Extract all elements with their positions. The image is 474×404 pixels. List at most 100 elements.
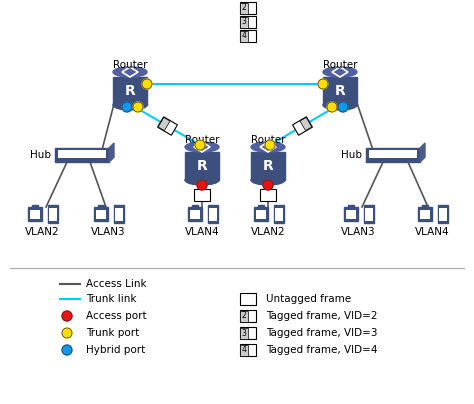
Bar (258, 205, 264, 207)
Circle shape (197, 180, 207, 190)
Polygon shape (55, 148, 109, 162)
Text: Tagged frame, VID=2: Tagged frame, VID=2 (266, 311, 377, 321)
Polygon shape (109, 143, 114, 162)
Bar (240, 344, 256, 356)
Bar (58, 150, 106, 158)
Bar (420, 210, 430, 219)
Circle shape (62, 345, 72, 355)
Bar (348, 205, 354, 207)
Text: Trunk port: Trunk port (86, 328, 139, 338)
Bar (113, 77, 147, 105)
Bar (98, 205, 104, 207)
Text: Router: Router (323, 60, 357, 70)
Text: R: R (197, 159, 207, 173)
Bar (240, 16, 256, 28)
Polygon shape (366, 148, 420, 162)
Bar (48, 205, 58, 223)
Bar (240, 17, 248, 27)
Text: VLAN2: VLAN2 (25, 227, 59, 237)
Bar (32, 205, 38, 207)
Bar (256, 210, 266, 219)
Bar (115, 208, 123, 221)
Text: Trunk link: Trunk link (86, 294, 137, 304)
Circle shape (318, 79, 328, 89)
Text: R: R (263, 159, 273, 173)
Ellipse shape (251, 142, 285, 152)
Bar (240, 30, 256, 42)
Bar (240, 310, 256, 322)
Bar (292, 117, 312, 135)
Bar (114, 205, 124, 223)
Text: Untagged frame: Untagged frame (266, 294, 351, 304)
Bar (209, 208, 217, 221)
Bar (240, 30, 248, 42)
Text: 2: 2 (242, 4, 246, 13)
Bar (30, 210, 40, 219)
Bar (300, 118, 312, 130)
Text: 2: 2 (242, 311, 246, 320)
Ellipse shape (185, 142, 219, 152)
Circle shape (265, 140, 275, 150)
Bar (185, 152, 219, 180)
Bar (422, 205, 428, 207)
Text: Hybrid port: Hybrid port (86, 345, 145, 355)
Ellipse shape (185, 175, 219, 185)
Text: VLAN2: VLAN2 (251, 227, 285, 237)
Bar (438, 205, 448, 223)
Bar (240, 2, 248, 13)
Bar (369, 150, 417, 158)
Circle shape (62, 311, 72, 321)
Ellipse shape (113, 100, 147, 110)
Circle shape (327, 102, 337, 112)
Bar (251, 152, 285, 180)
Circle shape (195, 140, 205, 150)
Circle shape (62, 328, 72, 338)
Polygon shape (366, 157, 425, 162)
Text: Router: Router (185, 135, 219, 145)
Bar (365, 208, 373, 221)
Text: Access Link: Access Link (86, 279, 146, 289)
Text: 4: 4 (242, 345, 246, 354)
Circle shape (142, 79, 152, 89)
Text: VLAN3: VLAN3 (91, 227, 125, 237)
Bar (208, 205, 218, 223)
Polygon shape (420, 143, 425, 162)
Text: VLAN3: VLAN3 (341, 227, 375, 237)
Bar (240, 293, 256, 305)
Bar (240, 327, 256, 339)
Text: Tagged frame, VID=3: Tagged frame, VID=3 (266, 328, 377, 338)
Bar (260, 189, 276, 201)
Bar (96, 210, 106, 219)
Bar (240, 345, 248, 356)
Bar (188, 207, 202, 221)
Text: 3: 3 (242, 17, 246, 27)
Bar (275, 208, 283, 221)
Bar (439, 208, 447, 221)
Bar (344, 207, 358, 221)
Text: 4: 4 (242, 32, 246, 40)
Circle shape (133, 102, 143, 112)
Circle shape (122, 102, 132, 112)
Bar (192, 205, 198, 207)
Text: Tagged frame, VID=4: Tagged frame, VID=4 (266, 345, 377, 355)
Text: R: R (125, 84, 136, 98)
Bar (364, 205, 374, 223)
Bar (49, 208, 57, 221)
Bar (28, 207, 42, 221)
Ellipse shape (113, 67, 147, 77)
Bar (158, 118, 170, 130)
Text: Hub: Hub (341, 150, 362, 160)
Ellipse shape (251, 175, 285, 185)
Circle shape (263, 180, 273, 190)
Bar (254, 207, 268, 221)
Bar (346, 210, 356, 219)
Text: 3: 3 (242, 328, 246, 337)
Ellipse shape (323, 67, 357, 77)
Text: Router: Router (113, 60, 147, 70)
Text: VLAN4: VLAN4 (185, 227, 219, 237)
Bar (157, 117, 177, 135)
Bar (240, 328, 248, 339)
Text: VLAN4: VLAN4 (415, 227, 449, 237)
Bar (240, 311, 248, 322)
Bar (190, 210, 200, 219)
